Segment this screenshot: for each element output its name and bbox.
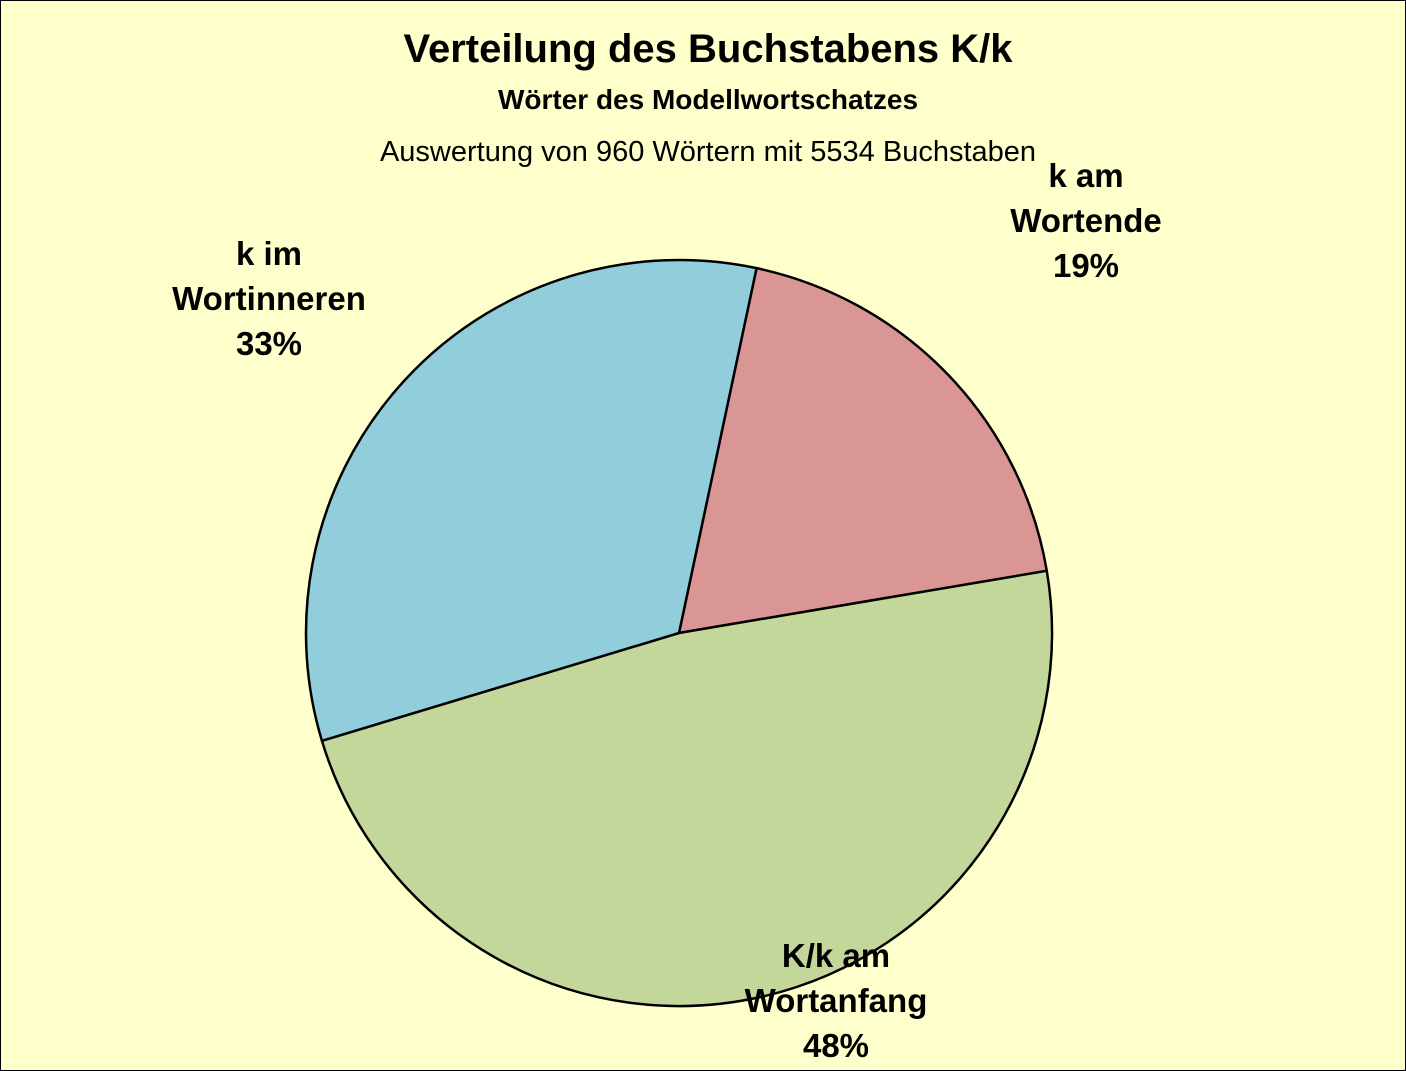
chart-subtitle: Wörter des Modellwortschatzes	[498, 84, 918, 115]
pie-slices	[304, 258, 1054, 1008]
slice-category-label: Wortanfang	[745, 982, 928, 1019]
chart-note: Auswertung von 960 Wörtern mit 5534 Buch…	[380, 136, 1036, 168]
slice-category-label: k im	[236, 235, 302, 272]
slice-percent-label: 19%	[1053, 247, 1119, 284]
pie-slice-2	[304, 258, 758, 743]
slice-label-0: k am Wortende 19%	[1010, 157, 1162, 284]
slice-category-label: K/k am	[782, 937, 890, 974]
slice-label-2: k im Wortinneren 33%	[172, 235, 366, 362]
slice-label-1: K/k am Wortanfang 48%	[745, 937, 928, 1064]
slice-percent-label: 33%	[236, 325, 302, 362]
pie-slice-0	[677, 266, 1049, 635]
slice-category-label: Wortinneren	[172, 280, 366, 317]
pie-slice-1	[320, 569, 1054, 1008]
slice-category-label: k am	[1048, 157, 1123, 194]
slice-percent-label: 48%	[803, 1027, 869, 1064]
chart-title: Verteilung des Buchstabens K/k	[403, 27, 1013, 71]
slice-labels: k am Wortende 19% K/k am Wortanfang 48% k im Wo…	[172, 157, 1162, 1064]
slice-category-label: Wortende	[1010, 202, 1162, 239]
